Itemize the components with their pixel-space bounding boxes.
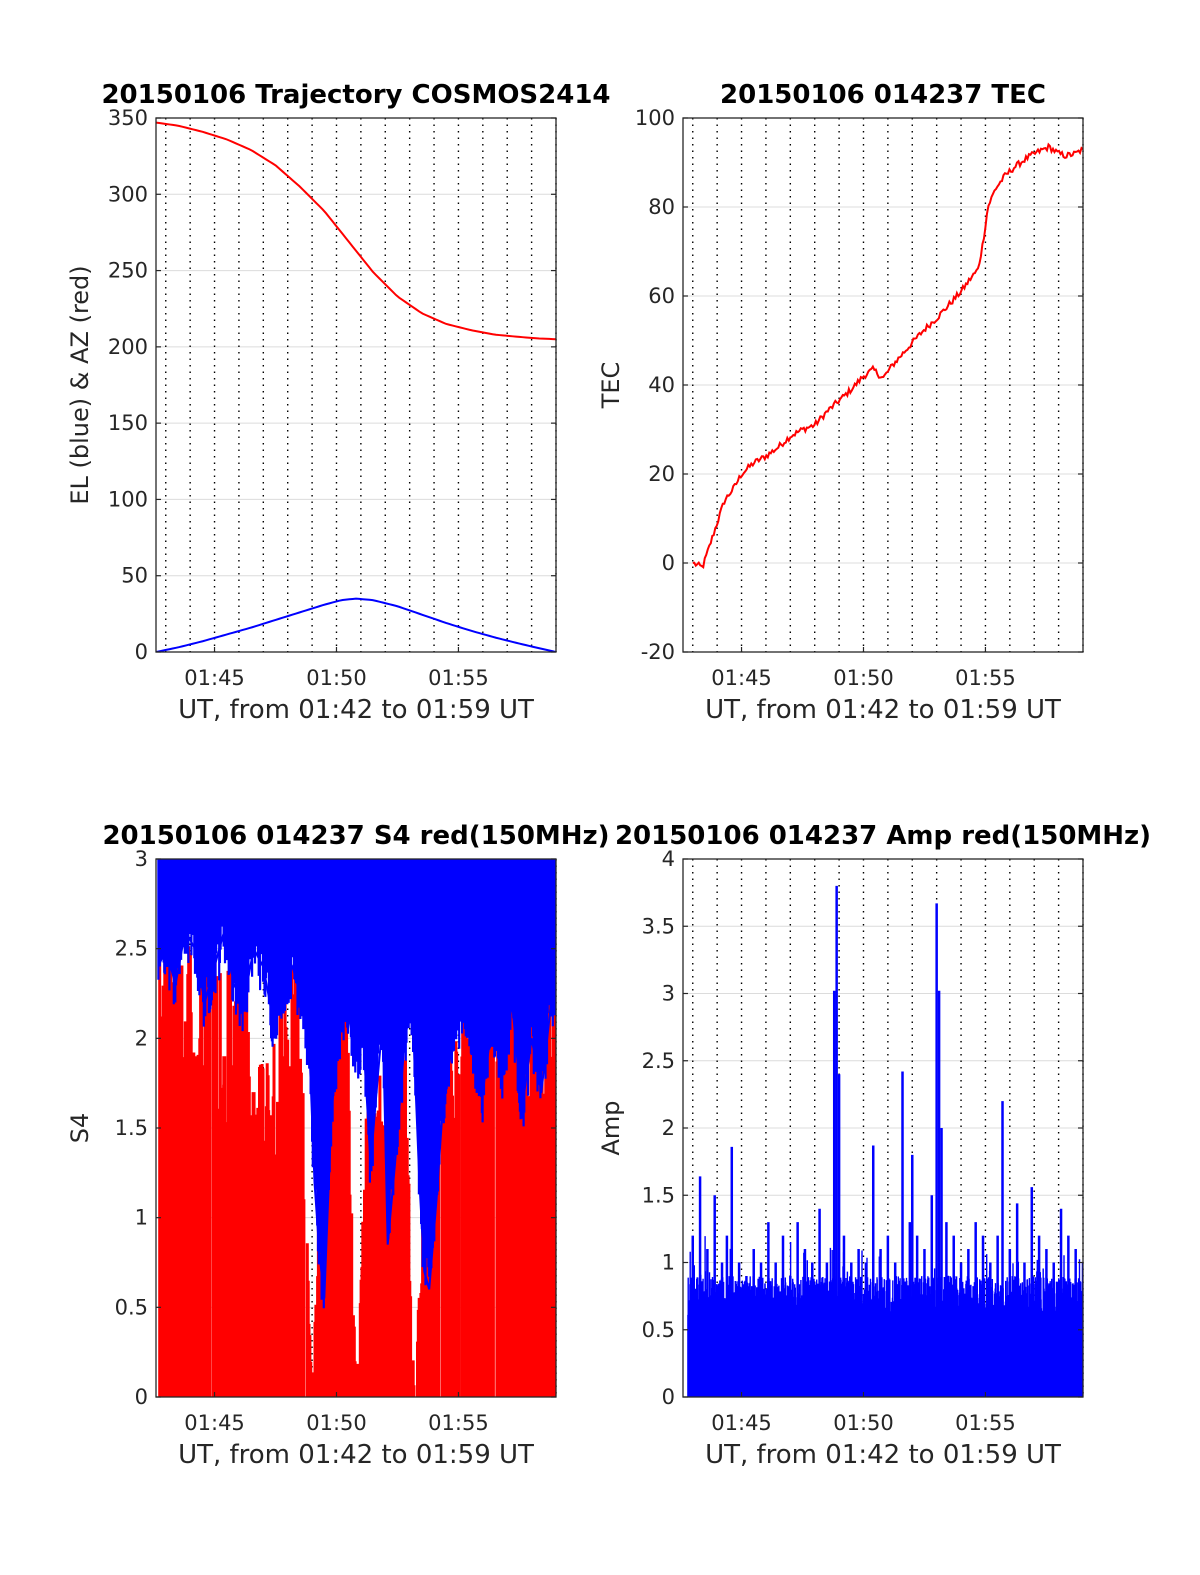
y-tick-label: 1: [662, 1251, 675, 1275]
x-tick-label: 01:50: [833, 1411, 894, 1435]
x-tick-label: 01:45: [711, 1411, 772, 1435]
chart-panel-1: 0 50 100 150 200 250 300 350 01:45 01:50 01:55 UT, …: [66, 80, 611, 725]
x-tick-label: 01:45: [711, 666, 772, 690]
y-tick-label: 1: [135, 1206, 148, 1230]
y-tick-label: 250: [108, 259, 148, 283]
x-tick-label: 01:50: [306, 1411, 367, 1435]
y-tick-label: -20: [641, 640, 675, 664]
chart-panel-2: -20 0 20 40 60 80 100 01:45 01:50 01:55 UT, from 0…: [597, 80, 1084, 725]
x-axis-label: UT, from 01:42 to 01:59 UT: [178, 1440, 534, 1470]
y-tick-label: 3.5: [642, 914, 675, 938]
y-tick-label: 1.5: [115, 1116, 148, 1140]
series-line-1: [692, 142, 1083, 570]
y-tick-label: 350: [108, 106, 148, 130]
x-tick-label: 01:45: [184, 1411, 245, 1435]
y-tick-label: 50: [121, 564, 148, 588]
data-layer: [157, 859, 556, 1397]
y-tick-label: 150: [108, 411, 148, 435]
chart-panel-3: 0 0.5 1 1.5 2 2.5 3 01:45 01:50 01:55 UT, from 01:…: [66, 821, 610, 1470]
x-tick-label: 01:45: [184, 666, 245, 690]
chart-title: 20150106 014237 S4 red(150MHz): [102, 821, 609, 851]
y-tick-label: 100: [108, 487, 148, 511]
y-axis-label: S4: [66, 1113, 94, 1144]
y-axis-label: Amp: [597, 1100, 625, 1155]
y-tick-label: 0.5: [115, 1295, 148, 1319]
chart-title: 20150106 014237 Amp red(150MHz): [615, 821, 1151, 851]
x-axis-label: UT, from 01:42 to 01:59 UT: [178, 695, 534, 725]
y-tick-label: 4: [662, 847, 675, 871]
y-tick-label: 300: [108, 182, 148, 206]
x-tick-label: 01:55: [428, 1411, 489, 1435]
series-envelope-blue: [157, 927, 556, 1299]
y-tick-label: 0: [662, 1385, 675, 1409]
data-layer: [156, 121, 556, 652]
y-tick-label: 3: [135, 847, 148, 871]
data-layer: [687, 885, 1083, 1397]
x-tick-label: 01:50: [306, 666, 367, 690]
data-layer: [692, 142, 1083, 570]
y-tick-label: 3: [662, 982, 675, 1006]
y-tick-label: 0: [662, 551, 675, 575]
x-axis-label: UT, from 01:42 to 01:59 UT: [705, 695, 1061, 725]
y-tick-label: 2: [662, 1116, 675, 1140]
y-axis-label: EL (blue) & AZ (red): [66, 265, 94, 504]
x-tick-label: 01:55: [955, 666, 1016, 690]
series-line-2: [156, 121, 556, 341]
chart-title: 20150106 014237 TEC: [720, 80, 1046, 110]
y-tick-label: 80: [648, 195, 675, 219]
x-axis-label: UT, from 01:42 to 01:59 UT: [705, 1440, 1061, 1470]
y-tick-label: 200: [108, 335, 148, 359]
chart-title: 20150106 Trajectory COSMOS2414: [101, 80, 610, 110]
y-tick-label: 0: [135, 1385, 148, 1409]
series-band-blue: [157, 859, 556, 1309]
y-tick-label: 2: [135, 1026, 148, 1050]
y-tick-label: 0: [135, 640, 148, 664]
y-tick-label: 100: [635, 106, 675, 130]
x-tick-label: 01:55: [955, 1411, 1016, 1435]
y-tick-label: 40: [648, 373, 675, 397]
y-tick-label: 0.5: [642, 1318, 675, 1342]
y-tick-label: 2.5: [115, 937, 148, 961]
y-tick-label: 20: [648, 462, 675, 486]
axes-box: [155, 117, 557, 653]
chart-panel-4: 0 0.5 1 1.5 2 2.5 3 3.5 4 01:45 01:50 01:55 UT, from…: [597, 821, 1151, 1470]
plot-area: [156, 118, 556, 652]
x-tick-label: 01:50: [833, 666, 894, 690]
y-axis-label: TEC: [597, 362, 625, 410]
y-tick-label: 1.5: [642, 1183, 675, 1207]
y-tick-label: 2.5: [642, 1049, 675, 1073]
series-bars-red: [158, 859, 556, 1397]
x-tick-label: 01:55: [428, 666, 489, 690]
y-tick-label: 60: [648, 284, 675, 308]
series-line-1: [156, 597, 556, 652]
